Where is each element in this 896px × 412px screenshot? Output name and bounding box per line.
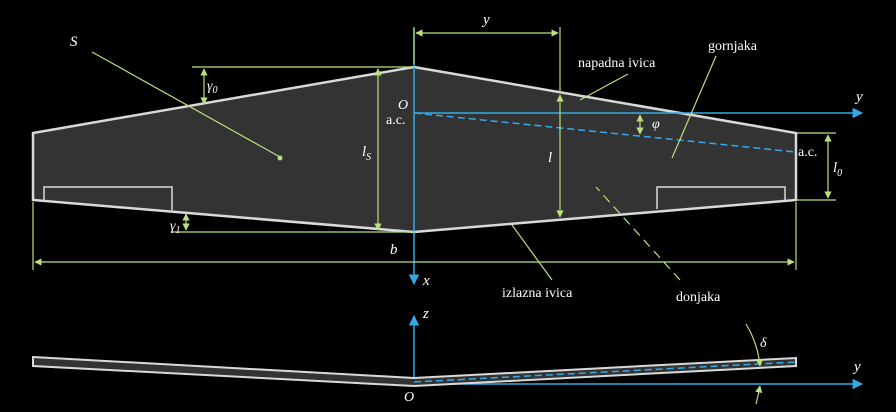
dihedral-ref-line xyxy=(413,361,797,383)
delta-label: δ xyxy=(760,336,767,351)
S-leader-dot xyxy=(277,155,283,161)
origin-label-top: O xyxy=(398,98,408,113)
izlazna-leader xyxy=(511,224,553,281)
y-axis-side-label: y xyxy=(852,359,861,375)
phi-label: φ xyxy=(652,117,660,132)
ac-label-tip: a.c. xyxy=(798,145,817,160)
S-leader xyxy=(91,51,281,158)
y-dim-label: y xyxy=(481,12,490,28)
napadna-ivica-label: napadna ivica xyxy=(578,56,656,71)
l0-label: l0 xyxy=(833,160,842,179)
izlazna-ivica-label: izlazna ivica xyxy=(502,286,573,301)
delta-arc-lower xyxy=(755,385,763,405)
x-axis-label: x xyxy=(422,273,430,289)
gamma1-label: γ1 xyxy=(170,219,181,236)
delta-arc xyxy=(745,323,763,367)
ac-label-root: a.c. xyxy=(386,113,405,128)
lS-label: lS xyxy=(362,144,371,163)
donjaka-label: donjaka xyxy=(676,290,721,305)
z-axis-label: z xyxy=(422,306,429,322)
origin-label-side: O xyxy=(404,390,414,405)
gornjaka-label: gornjaka xyxy=(708,39,758,54)
napadna-leader xyxy=(579,73,629,101)
aerodynamic-center-line xyxy=(413,112,797,153)
y-axis-label: y xyxy=(854,89,863,105)
left-control-surface xyxy=(43,186,173,210)
wing-front-view xyxy=(32,355,797,388)
donjaka-leader xyxy=(595,186,681,281)
l-label: l xyxy=(548,150,552,166)
gamma0-label: γ0 xyxy=(207,79,218,96)
S-label: S xyxy=(70,34,78,50)
b-label: b xyxy=(390,242,398,258)
gornjaka-leader xyxy=(671,55,717,159)
right-control-surface xyxy=(656,186,786,209)
